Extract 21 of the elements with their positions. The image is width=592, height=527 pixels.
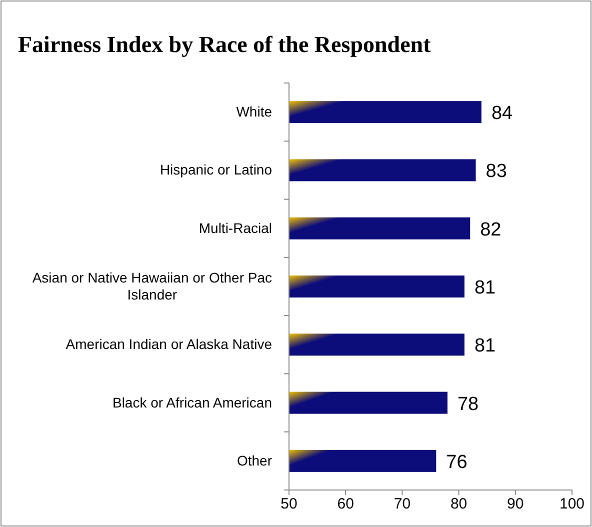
y-tick-label: Other xyxy=(236,452,272,468)
x-tick-label: 90 xyxy=(507,496,524,513)
data-label: 82 xyxy=(480,219,502,240)
x-tick-label: 50 xyxy=(280,496,298,513)
data-label: 78 xyxy=(457,394,479,415)
x-tick-label: 100 xyxy=(559,496,585,513)
data-label: 84 xyxy=(491,103,514,124)
x-tick-label: 70 xyxy=(394,496,411,513)
x-tick-label: 80 xyxy=(450,496,468,513)
chart-title: Fairness Index by Race of the Respondent xyxy=(18,32,432,57)
y-tick-label: Hispanic or Latino xyxy=(160,162,272,178)
data-label: 81 xyxy=(474,278,496,298)
data-label: 81 xyxy=(474,336,496,357)
y-tick-label: White xyxy=(236,104,272,120)
data-label: 83 xyxy=(486,161,507,182)
data-label: 76 xyxy=(446,452,468,473)
y-tick-label: Asian or Native Hawaiian or Other Pac Islander xyxy=(32,270,272,302)
y-tick-label: Multi-Racial xyxy=(198,220,272,236)
x-tick-label: 60 xyxy=(337,496,354,513)
y-tick-label: American Indian or Alaska Native xyxy=(66,336,272,352)
y-tick-label: Black or African American xyxy=(112,394,272,410)
